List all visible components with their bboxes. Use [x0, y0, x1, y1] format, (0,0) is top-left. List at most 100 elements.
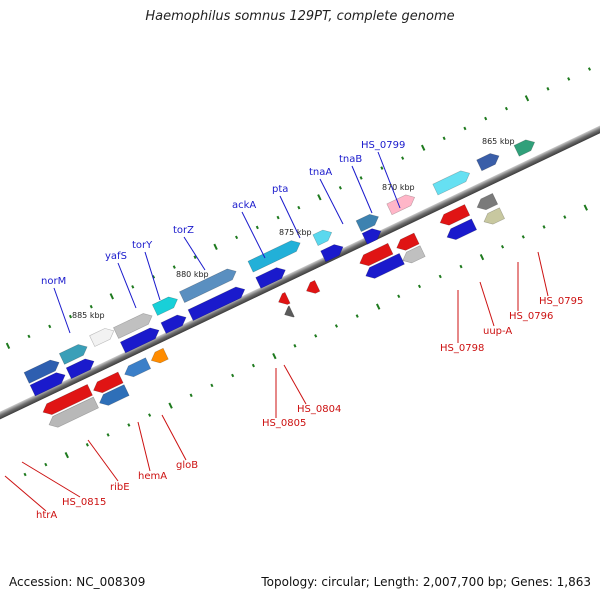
- genome-backbone: [0, 110, 600, 428]
- gene-label-HS_0805[interactable]: HS_0805: [262, 418, 306, 429]
- map-title: Haemophilus somnus 129PT, complete genom…: [145, 9, 455, 24]
- tick-mark: [148, 413, 152, 417]
- gene-label-torZ[interactable]: torZ: [173, 225, 194, 236]
- gene-arrow[interactable]: [187, 284, 247, 322]
- gene-arrow[interactable]: [276, 291, 291, 307]
- gene-arrow[interactable]: [91, 371, 124, 396]
- gene-arrow[interactable]: [304, 280, 321, 296]
- tick-mark: [68, 314, 73, 319]
- kbp-tick-880: 880 kbp: [176, 270, 209, 279]
- gene-arrow[interactable]: [357, 242, 394, 268]
- gene-label-pta[interactable]: pta: [272, 184, 288, 195]
- gene-label-htrA[interactable]: htrA: [36, 510, 57, 521]
- accession-text: Accession: NC_008309: [9, 575, 146, 589]
- gene-label-HS_0798[interactable]: HS_0798: [440, 343, 484, 354]
- tick-mark: [168, 402, 173, 409]
- kbp-tick-875: 875 kbp: [279, 228, 312, 237]
- gene-label-HS_0799[interactable]: HS_0799: [361, 140, 405, 151]
- gene-arrow[interactable]: [40, 384, 93, 417]
- tick-mark: [64, 452, 69, 459]
- kbp-tick-885: 885 kbp: [72, 311, 105, 320]
- gene-arrow[interactable]: [475, 192, 499, 212]
- tick-mark: [567, 77, 571, 81]
- gene-arrow[interactable]: [89, 325, 117, 347]
- gene-arrow[interactable]: [29, 370, 68, 397]
- topology-text: Topology: circular; Length: 2,007,700 bp…: [261, 575, 591, 589]
- gene-arrow[interactable]: [282, 305, 295, 320]
- tick-mark: [172, 265, 176, 269]
- gene-label-HS_0815[interactable]: HS_0815: [62, 497, 106, 508]
- gene-arrow[interactable]: [97, 384, 130, 409]
- gene-label-torY[interactable]: torY: [132, 240, 153, 251]
- tick-mark: [401, 156, 405, 160]
- tick-mark: [417, 284, 422, 289]
- gene-arrow[interactable]: [476, 150, 502, 172]
- tick-mark: [189, 393, 193, 398]
- gene-label-gloB[interactable]: gloB: [176, 460, 198, 471]
- gene-arrow[interactable]: [320, 242, 346, 263]
- gene-arrow[interactable]: [394, 232, 420, 253]
- tick-mark: [48, 324, 52, 329]
- gene-arrow[interactable]: [179, 266, 238, 303]
- gene-arrow[interactable]: [438, 204, 471, 228]
- gene-label-tnaA[interactable]: tnaA: [309, 167, 332, 178]
- tick-mark: [272, 353, 277, 360]
- gene-arrow[interactable]: [247, 238, 303, 273]
- gene-arrow[interactable]: [149, 347, 169, 366]
- tick-mark: [380, 166, 384, 170]
- tick-mark: [109, 293, 114, 300]
- gene-arrow[interactable]: [363, 252, 405, 281]
- tick-mark: [131, 285, 135, 289]
- gene-label-yafS[interactable]: yafS: [105, 251, 127, 262]
- gene-arrow[interactable]: [160, 312, 189, 334]
- label-connector: [351, 165, 373, 214]
- gene-arrow[interactable]: [513, 137, 537, 157]
- gene-label-HS_0795[interactable]: HS_0795: [539, 296, 583, 307]
- tick-mark: [583, 204, 588, 211]
- gene-label-uup-A[interactable]: uup-A: [483, 326, 512, 337]
- label-connector: [4, 475, 47, 512]
- label-connector: [21, 461, 81, 498]
- tick-mark: [542, 225, 546, 229]
- label-connector: [377, 151, 401, 209]
- tick-mark: [338, 186, 342, 190]
- gene-label-HS_0804[interactable]: HS_0804: [297, 404, 341, 415]
- gene-arrow[interactable]: [113, 310, 154, 339]
- tick-mark: [297, 205, 301, 210]
- gene-arrow[interactable]: [65, 356, 96, 380]
- gene-arrow[interactable]: [432, 168, 472, 196]
- gene-label-ribE[interactable]: ribE: [110, 482, 130, 493]
- gene-arrow[interactable]: [400, 245, 426, 266]
- gene-arrow[interactable]: [122, 357, 152, 380]
- tick-mark: [524, 95, 530, 102]
- tick-mark: [442, 136, 446, 141]
- gene-arrow[interactable]: [481, 207, 506, 227]
- tick-mark: [127, 423, 131, 427]
- tick-mark: [314, 334, 318, 338]
- gene-arrow[interactable]: [151, 294, 180, 316]
- gene-label-norM[interactable]: norM: [41, 276, 66, 287]
- tick-mark: [359, 176, 363, 180]
- tick-mark: [255, 225, 259, 230]
- tick-mark: [587, 67, 592, 71]
- gene-arrow[interactable]: [46, 396, 99, 430]
- tick-mark: [334, 324, 339, 328]
- label-connector: [161, 414, 187, 461]
- tick-mark: [213, 243, 218, 250]
- gene-label-HS_0796[interactable]: HS_0796: [509, 311, 553, 322]
- gene-arrow[interactable]: [312, 227, 334, 246]
- gene-arrow[interactable]: [361, 226, 383, 245]
- gene-label-hemA[interactable]: hemA: [138, 471, 167, 482]
- gene-arrow[interactable]: [119, 325, 161, 354]
- gene-arrow[interactable]: [386, 192, 417, 216]
- gene-arrow[interactable]: [23, 357, 62, 384]
- gene-label-tnaB[interactable]: tnaB: [339, 154, 362, 165]
- label-connector: [117, 262, 137, 309]
- tick-mark: [251, 363, 255, 368]
- gene-arrow[interactable]: [58, 341, 89, 365]
- gene-arrow[interactable]: [444, 218, 478, 243]
- tick-mark: [521, 235, 525, 239]
- gene-arrow[interactable]: [255, 265, 288, 289]
- gene-arrow[interactable]: [355, 211, 381, 233]
- gene-label-ackA[interactable]: ackA: [232, 200, 256, 211]
